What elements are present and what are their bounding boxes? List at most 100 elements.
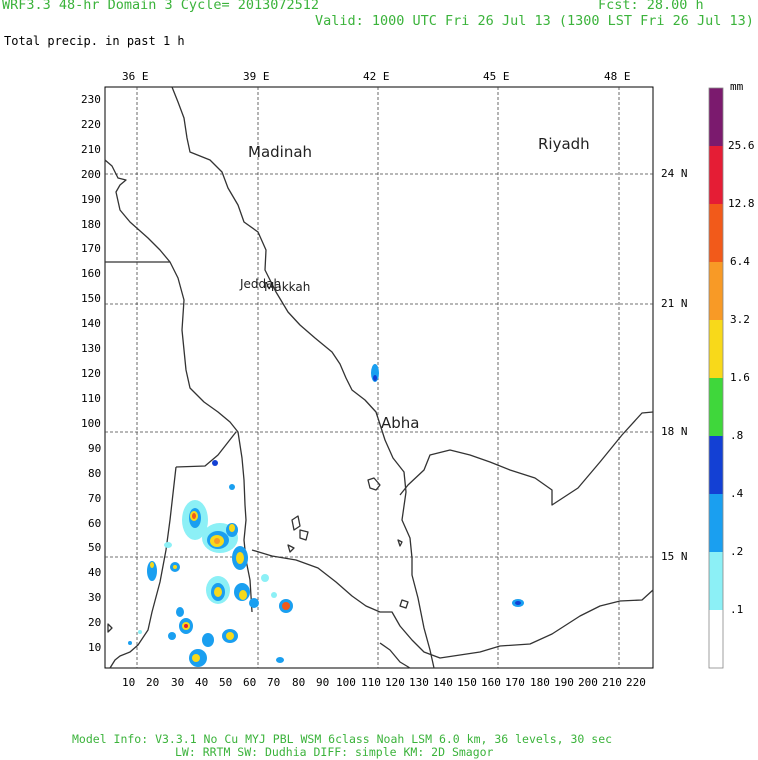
x-tick: 160 [481,676,501,689]
y-tick: 170 [81,242,101,255]
x-tick: 90 [316,676,330,689]
y-tick: 80 [88,467,102,480]
legend-level: 25.6 [728,139,755,152]
y-tick: 160 [81,267,101,280]
precip-cell [371,364,379,382]
precip-cell [515,601,521,605]
precip-cell [276,657,284,663]
y-tick: 230 [81,93,101,106]
legend-unit: mm [730,80,744,93]
precip-cell [236,552,244,564]
y-tick: 100 [81,417,101,430]
precip-cell [138,630,142,634]
legend-level: 12.8 [728,197,755,210]
x-tick: 110 [361,676,381,689]
x-tick: 70 [267,676,281,689]
x-tick: 40 [195,676,209,689]
legend-level: .8 [730,429,744,442]
y-tick: 210 [81,143,101,156]
x-tick: 20 [146,676,160,689]
map-frame [104,86,654,669]
y-tick: 150 [81,292,101,305]
x-tick: 130 [409,676,429,689]
y-tick: 120 [81,367,101,380]
y-tick: 180 [81,218,101,231]
precip-cell [271,592,277,598]
precip-cell [212,460,218,466]
lon-label: 48 E [604,70,631,83]
y-tick: 130 [81,342,101,355]
precip-cell [214,538,220,544]
lat-label: 21 N [661,297,688,310]
x-tick: 50 [219,676,233,689]
precip-cell [229,524,235,532]
x-tick: 80 [292,676,306,689]
precip-cell [192,513,196,519]
legend-swatch [709,146,723,204]
x-tick: 120 [385,676,405,689]
precip-cell [249,598,259,608]
legend-level: 1.6 [730,371,750,384]
legend-level: .1 [730,603,744,616]
forecast-hour: Fcst: 28.00 h [598,0,704,13]
x-tick: 100 [336,676,356,689]
model-info-line2: LW: RRTM SW: Dudhia DIFF: simple KM: 2D … [175,745,494,759]
x-tick: 190 [554,676,574,689]
legend-level: .2 [730,545,744,558]
y-tick: 220 [81,118,101,131]
x-tick: 150 [457,676,477,689]
legend-swatch [709,494,723,552]
precip-cell [282,602,290,610]
x-tick: 180 [530,676,550,689]
x-tick: 140 [433,676,453,689]
legend-swatch [709,552,723,610]
x-tick: 30 [171,676,185,689]
legend-swatch [709,262,723,320]
field-description: Total precip. in past 1 h [4,34,185,48]
precip-cell [202,633,214,647]
lon-label: 45 E [483,70,510,83]
legend-colorbar [708,87,724,669]
y-tick: 70 [88,492,102,505]
precip-cell [164,542,172,548]
precip-cell [147,561,157,581]
x-tick: 210 [602,676,622,689]
city-label-abha: Abha [381,414,420,432]
lat-label: 15 N [661,550,688,563]
precip-cell [373,375,377,381]
precip-cell [176,607,184,617]
city-label-madinah: Madinah [248,143,313,161]
precip-cells [128,364,524,667]
y-tick: 190 [81,193,101,206]
y-tick: 40 [88,566,102,579]
precip-cell [192,654,200,662]
x-tick: 170 [505,676,525,689]
x-tick: 10 [122,676,136,689]
lon-label: 39 E [243,70,270,83]
legend-level: .4 [730,487,744,500]
y-tick: 140 [81,317,101,330]
model-info-line1: Model Info: V3.3.1 No Cu MYJ PBL WSM 6cl… [72,732,613,746]
precip-cell [150,562,154,568]
precip-cell [168,632,176,640]
lat-label: 24 N [661,167,688,180]
precip-cell [128,641,132,645]
legend-swatch [709,436,723,494]
precip-cell [229,484,235,490]
chart-title: WRF3.3 48-hr Domain 3 Cycle= 2013072512 [2,0,319,13]
precip-cell [239,590,247,600]
y-tick: 50 [88,541,102,554]
legend-swatch [709,378,723,436]
x-tick: 220 [626,676,646,689]
precip-cell [214,587,222,597]
precip-cell [184,624,188,628]
coastlines [104,86,654,669]
y-tick: 60 [88,517,102,530]
legend-level: 3.2 [730,313,750,326]
legend-swatch [709,610,723,668]
legend-swatch [709,88,723,146]
y-tick: 110 [81,392,101,405]
city-label-makkah: Makkah [264,280,311,294]
precip-cell [173,565,177,569]
